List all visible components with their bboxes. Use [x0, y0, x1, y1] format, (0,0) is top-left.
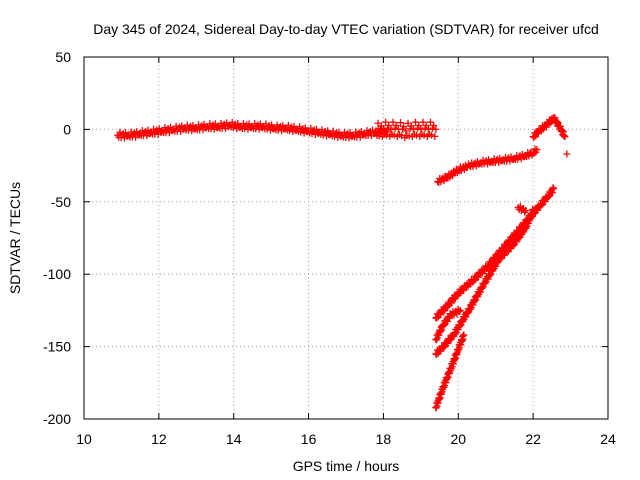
chart-title: Day 345 of 2024, Sidereal Day-to-day VTE… [93, 21, 599, 37]
data-point [409, 125, 417, 133]
data-point [264, 123, 272, 131]
data-point [379, 125, 387, 133]
data-point [320, 128, 328, 136]
y-tick-label: 0 [63, 121, 71, 137]
data-point [541, 198, 549, 206]
grid-lines [84, 57, 608, 419]
data-point [400, 123, 408, 131]
data-point [533, 146, 541, 154]
data-point [550, 185, 558, 193]
data-point [432, 125, 440, 133]
data-point [413, 131, 421, 139]
data-point [456, 306, 464, 314]
data-point [443, 317, 451, 325]
data-point [430, 122, 438, 130]
data-point [385, 122, 393, 130]
data-point [522, 206, 530, 214]
axis-ticks: 10 12 14 16 18 20 22 24 -200 -150 -100 -50 0 50 [43, 49, 616, 447]
data-point [230, 121, 238, 129]
data-point [287, 124, 295, 132]
data-point [433, 314, 441, 322]
y-tick-label: 50 [55, 49, 71, 65]
x-tick-label: 20 [450, 431, 466, 447]
data-point [444, 303, 452, 311]
data-point [420, 131, 428, 139]
data-point [298, 125, 306, 133]
data-point [437, 311, 445, 319]
x-tick-label: 12 [151, 431, 167, 447]
data-point [561, 133, 569, 141]
y-tick-label: -50 [51, 194, 71, 210]
data-point [397, 119, 405, 127]
data-point [424, 125, 432, 133]
data-point [389, 118, 397, 126]
x-tick-label: 18 [376, 431, 392, 447]
data-point [496, 255, 504, 263]
data-point [529, 206, 537, 214]
data-point [440, 321, 448, 329]
data-point [460, 331, 468, 339]
y-tick-label: -150 [43, 339, 71, 355]
data-point [563, 150, 571, 158]
data-point [402, 127, 410, 135]
data-point [383, 131, 391, 139]
x-axis-label: GPS time / hours [293, 458, 400, 474]
data-point [422, 122, 430, 130]
data-point [415, 122, 423, 130]
data-point [382, 118, 390, 126]
data-point [372, 127, 380, 135]
data-point [470, 277, 478, 285]
y-axis-label: SDTVAR / TECUs [7, 182, 23, 294]
data-point [537, 201, 545, 209]
data-point [548, 189, 556, 197]
data-point [549, 184, 557, 192]
data-point [545, 120, 553, 128]
data-point [444, 339, 452, 347]
x-tick-label: 16 [301, 431, 317, 447]
data-points [114, 114, 571, 412]
y-tick-label: -200 [43, 411, 71, 427]
data-point [431, 132, 439, 140]
data-point [419, 118, 427, 126]
data-point [387, 125, 395, 133]
x-tick-label: 14 [226, 431, 242, 447]
data-point [332, 130, 340, 138]
data-point [440, 343, 448, 351]
data-point [428, 131, 436, 139]
y-tick-label: -100 [43, 266, 71, 282]
data-point [433, 351, 441, 359]
data-point [426, 118, 434, 126]
x-tick-label: 24 [600, 431, 616, 447]
data-point [509, 242, 517, 250]
data-point [448, 299, 456, 307]
plot-frame [83, 56, 609, 420]
data-point [412, 118, 420, 126]
data-point [545, 193, 553, 201]
data-point [530, 133, 538, 141]
data-point [513, 238, 521, 246]
data-point [392, 122, 400, 130]
x-tick-label: 10 [76, 431, 92, 447]
data-point [441, 307, 449, 315]
x-tick-label: 22 [525, 431, 541, 447]
data-point [309, 127, 317, 135]
data-point [455, 308, 463, 316]
data-point [417, 125, 425, 133]
